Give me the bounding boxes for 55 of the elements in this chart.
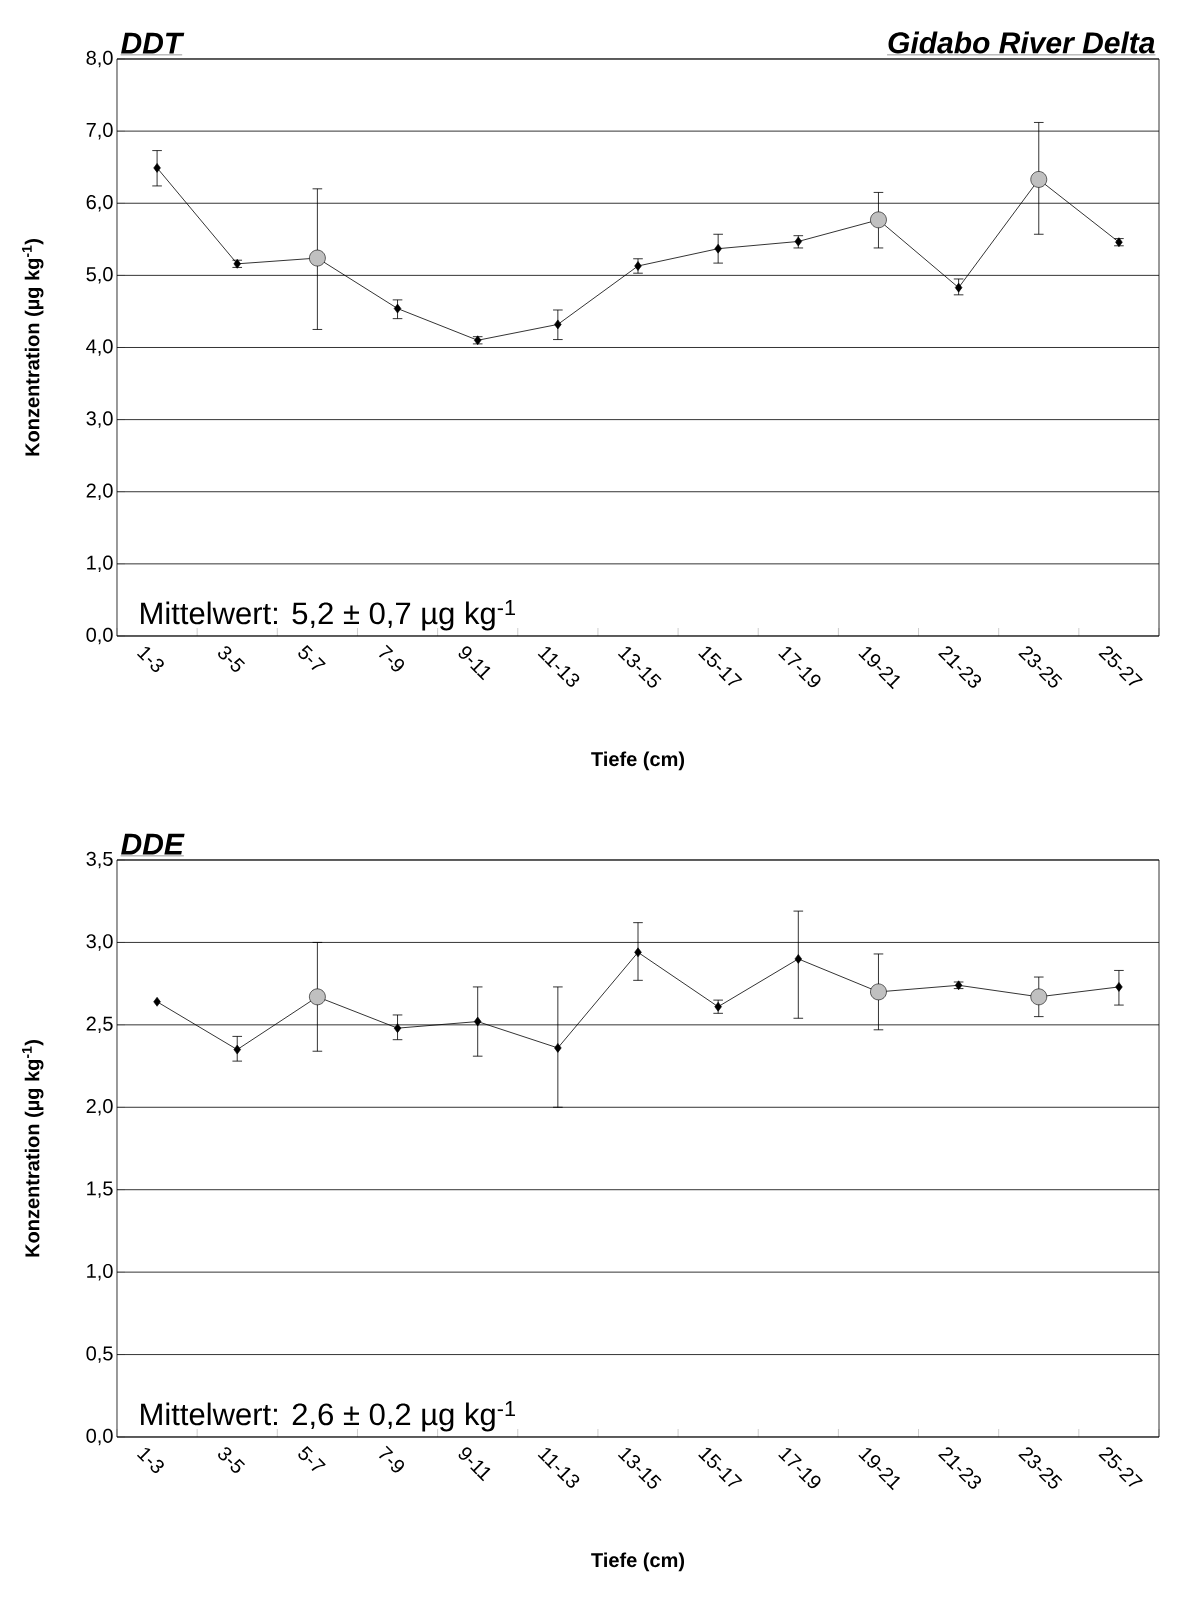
point xyxy=(1115,982,1123,992)
point xyxy=(233,1044,241,1055)
chart-subtitle: Gidabo River Delta xyxy=(888,31,1155,54)
point xyxy=(393,1023,402,1033)
x-tick-label: 9-11 xyxy=(458,646,491,681)
y-tick-label: 6,0 xyxy=(86,194,113,212)
point xyxy=(393,303,402,314)
point xyxy=(870,211,887,229)
y-tick-label: 3,0 xyxy=(86,411,113,428)
y-tick-label: 1,0 xyxy=(87,555,113,573)
x-tick-label: 5-7 xyxy=(298,1446,326,1471)
x-tick-label: 1-3 xyxy=(136,646,164,673)
point xyxy=(794,954,802,964)
x-tick-label: 7-9 xyxy=(378,1445,405,1473)
x-axis-title: Tiefe (cm) xyxy=(591,751,685,771)
y-tick-label: 1,0 xyxy=(87,1263,113,1281)
point xyxy=(474,1016,482,1027)
y-tick-label: 2,0 xyxy=(86,483,113,500)
x-tick-label: 1-3 xyxy=(136,1447,164,1474)
x-tick-label: 3-5 xyxy=(218,1447,246,1473)
chart-title: DDT xyxy=(121,32,185,54)
point xyxy=(634,947,642,958)
point xyxy=(1030,988,1048,1006)
point xyxy=(153,163,161,173)
y-tick-label: 1,5 xyxy=(87,1181,113,1198)
point xyxy=(714,243,722,254)
point xyxy=(554,1043,562,1053)
point xyxy=(153,996,161,1007)
x-tick-label: 9-11 xyxy=(458,1447,491,1482)
x-tick-label: 5-7 xyxy=(298,644,326,670)
point xyxy=(309,249,326,267)
annotation: Mittelwert: 2,6 ± 0,2 µg kg$^{-1}$ xyxy=(141,1401,515,1432)
point xyxy=(870,983,887,1001)
x-axis-title: Tiefe (cm) xyxy=(591,1552,685,1572)
y-tick-label: 7,0 xyxy=(86,122,113,140)
x-tick-label: 7-9 xyxy=(378,644,405,672)
y-tick-label: 2,0 xyxy=(86,1099,113,1116)
y-axis-title: Konzentration (µg kg$^{-1}$) xyxy=(22,239,44,456)
y-tick-label: 3,5 xyxy=(86,851,113,869)
point xyxy=(309,988,326,1006)
point xyxy=(1030,171,1048,188)
y-tick-label: 3,0 xyxy=(86,934,113,951)
point xyxy=(954,282,963,293)
y-tick-label: 0,0 xyxy=(86,627,113,645)
point xyxy=(554,319,562,330)
y-tick-label: 0,5 xyxy=(86,1346,113,1363)
x-tick-label: 3-5 xyxy=(218,646,246,672)
y-tick-label: 2,5 xyxy=(86,1016,113,1034)
chart-title: DDE xyxy=(121,833,185,855)
y-tick-label: 8,0 xyxy=(86,50,113,68)
y-tick-label: 5,0 xyxy=(86,267,113,284)
annotation: Mittelwert: 5,2 ± 0,7 µg kg$^{-1}$ xyxy=(141,600,515,631)
y-tick-label: 0,0 xyxy=(86,1428,113,1446)
y-axis-title: Konzentration (µg kg$^{-1}$) xyxy=(22,1040,44,1257)
y-tick-label: 4,0 xyxy=(86,339,113,356)
